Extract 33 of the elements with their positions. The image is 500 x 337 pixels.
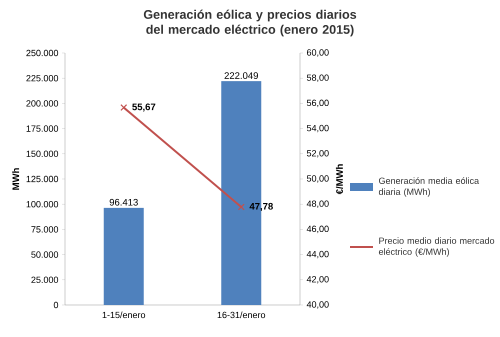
legend-label: Generación media eólica diaria (MWh) [378,177,480,197]
y2-tick-label: 58,00 [306,74,329,82]
y-tick-label: 50.000 [31,251,58,258]
y-tick-label: 250.000 [26,50,58,56]
data-label: 55,67 [132,104,156,112]
data-label: 222.049 [224,72,258,79]
y-tick-label: 125.000 [26,176,58,182]
y-tick-label: 25.000 [31,276,58,283]
y2-tick-label: 52,00 [306,150,329,158]
x-tick-label: 1-15/enero [102,312,146,318]
y-axis-title: MWh [12,168,20,190]
y-tick-label: 75.000 [31,226,58,233]
y2-axis-title: €/MWh [336,164,343,194]
y-tick-label: 0 [54,302,58,308]
y2-tick-label: 44,00 [306,250,329,258]
legend-label: Precio medio diario mercado eléctrico (€/MWh) [378,237,494,257]
y2-tick-label: 60,00 [306,49,329,57]
y2-tick-label: 54,00 [306,124,329,132]
y-tick-label: 200.000 [26,100,58,107]
y-tick-label: 100.000 [26,201,58,208]
y2-tick-label: 56,00 [306,100,329,108]
data-label: 47,78 [250,202,273,212]
data-label: 96.413 [110,198,138,206]
y2-tick-label: 46,00 [306,226,329,234]
y-tick-label: 225.000 [26,75,58,82]
y2-tick-label: 40,00 [306,301,329,309]
y2-tick-label: 48,00 [306,200,329,208]
y-tick-label: 175.000 [26,125,58,132]
chart-title: Generación eólica y precios diarios del mercado eléctrico (enero 2015) [144,10,356,36]
y2-tick-label: 50,00 [306,175,329,183]
y-tick-label: 150.000 [26,150,58,157]
x-tick-label: 16-31/enero [218,312,266,318]
y2-tick-label: 42,00 [306,276,329,284]
